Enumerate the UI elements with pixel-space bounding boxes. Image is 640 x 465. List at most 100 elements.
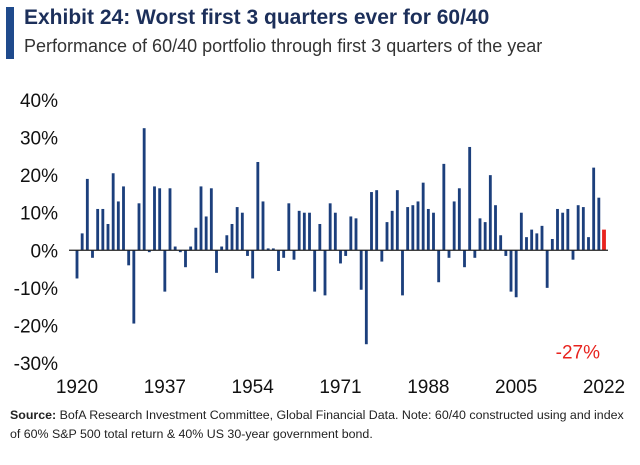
bar-1932 <box>137 203 141 251</box>
bar-1930 <box>127 250 131 266</box>
bar-1981 <box>390 210 394 251</box>
title-accent-bar <box>6 7 14 59</box>
y-tick-label: -10% <box>14 279 58 300</box>
bar-1984 <box>406 207 410 251</box>
bar-1964 <box>302 212 306 251</box>
bar-1951 <box>235 207 239 251</box>
footnote-text: BofA Research Investment Committee, Glob… <box>10 408 624 441</box>
bar-1974 <box>354 218 358 251</box>
bar-1927 <box>111 173 115 251</box>
bar-1977 <box>370 192 373 251</box>
bar-2007 <box>525 237 528 251</box>
bar-1987 <box>421 182 425 251</box>
bar-1925 <box>101 208 105 251</box>
bar-1985 <box>411 205 415 251</box>
bar-1954 <box>251 250 255 279</box>
bar-2015 <box>566 208 570 251</box>
bar-1948 <box>220 246 224 251</box>
bar-1983 <box>401 250 404 296</box>
bar-1969 <box>328 203 332 251</box>
x-tick-label: 1920 <box>56 377 98 398</box>
bar-1938 <box>168 188 172 251</box>
bar-1961 <box>287 203 291 251</box>
bar-1988 <box>426 208 430 251</box>
bar-1947 <box>215 250 218 273</box>
bar-2013 <box>556 208 559 251</box>
bar-1959 <box>277 250 280 271</box>
bar-2004 <box>509 250 513 292</box>
bar-1995 <box>463 250 466 268</box>
bar-2017 <box>576 205 580 251</box>
bar-1933 <box>142 128 146 251</box>
y-tick-label: 20% <box>20 166 58 187</box>
bar-1976 <box>364 250 368 345</box>
bar-1994 <box>457 188 461 251</box>
bar-chart: -30% -20% -10% 0% 10% 20% 30% 40% -27% 1920 1937 19… <box>14 91 626 398</box>
bar-1950 <box>230 223 234 251</box>
bar-1922 <box>85 178 89 251</box>
bar-2002 <box>499 235 503 251</box>
bar-2020 <box>592 167 596 251</box>
bar-1924 <box>96 208 100 251</box>
bar-1989 <box>432 212 435 251</box>
x-tick-label: 2022 <box>583 377 625 398</box>
bar-1941 <box>184 250 187 268</box>
y-tick-label: -20% <box>14 316 58 337</box>
bar-2018 <box>581 207 585 251</box>
bar-1931 <box>132 250 136 324</box>
bar-1972 <box>344 250 348 256</box>
bar-1980 <box>385 222 389 251</box>
bar-1998 <box>478 218 482 251</box>
y-tick-label: -30% <box>14 354 58 375</box>
bar-1920 <box>75 250 79 279</box>
bar-2005 <box>514 250 518 298</box>
bar-1962 <box>292 250 296 260</box>
bar-1946 <box>209 188 213 251</box>
bar-1975 <box>359 250 363 290</box>
bar-1942 <box>189 246 193 251</box>
bar-1949 <box>225 235 229 251</box>
bar-2000 <box>488 175 492 251</box>
bar-2012 <box>550 239 554 251</box>
bar-2001 <box>494 205 497 251</box>
bar-1936 <box>158 188 162 251</box>
bar-1945 <box>204 216 208 251</box>
bar-2003 <box>504 250 508 256</box>
bar-1991 <box>442 163 446 251</box>
footnote-source-label: Source: <box>10 408 57 422</box>
bar-1973 <box>349 216 353 251</box>
bar-1967 <box>318 223 322 251</box>
bar-1953 <box>246 250 249 256</box>
bar-2014 <box>561 212 565 251</box>
bar-1943 <box>194 227 198 251</box>
bar-2006 <box>519 212 523 251</box>
bar-1960 <box>282 250 286 258</box>
bar-1971 <box>339 250 342 264</box>
bar-1963 <box>297 210 301 251</box>
bar-2008 <box>530 229 534 251</box>
bar-1928 <box>116 201 120 251</box>
bar-1955 <box>256 161 260 251</box>
y-tick-label: 40% <box>20 91 58 112</box>
bar-1923 <box>91 250 94 258</box>
bar-1986 <box>416 201 420 251</box>
bar-2010 <box>540 225 544 251</box>
bar-1940 <box>178 250 182 253</box>
y-tick-label: 10% <box>20 204 58 225</box>
bar-1934 <box>147 250 151 253</box>
bar-2021 <box>597 197 601 251</box>
chart-subtitle: Performance of 60/40 portfolio through f… <box>24 36 543 56</box>
bar-1990 <box>437 250 441 283</box>
x-tick-label: 1988 <box>407 377 449 398</box>
x-tick-label: 1954 <box>232 377 275 398</box>
bar-1966 <box>313 250 317 292</box>
bar-1956 <box>261 201 265 251</box>
chart-title: Exhibit 24: Worst first 3 quarters ever … <box>24 6 490 29</box>
bar-1992 <box>447 250 451 258</box>
bar-1957 <box>266 248 270 251</box>
bar-1944 <box>199 186 203 251</box>
footnote: Source: BofA Research Investment Committ… <box>10 406 635 444</box>
bar-2019 <box>587 237 590 251</box>
bar-1939 <box>173 246 177 251</box>
bar-1968 <box>323 250 327 296</box>
